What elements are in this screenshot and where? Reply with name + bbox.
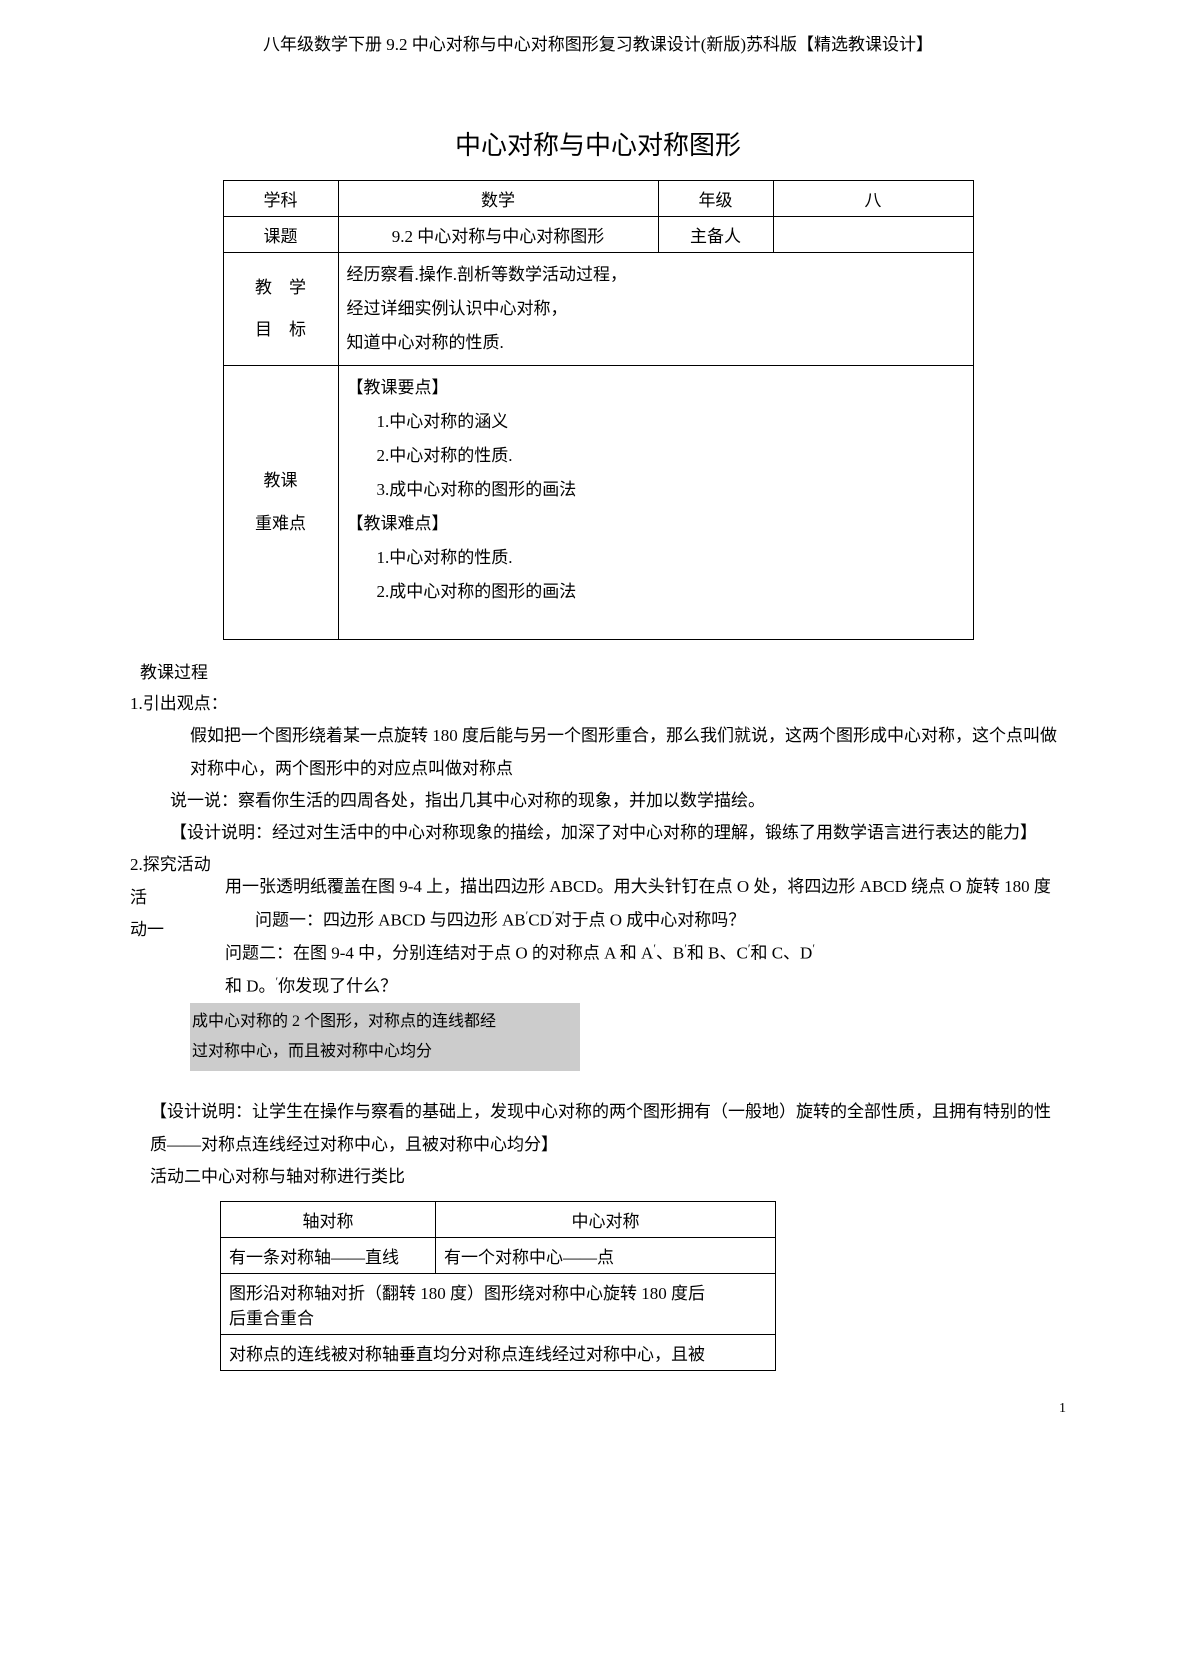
document-title: 中心对称与中心对称图形 xyxy=(130,125,1066,162)
diff-label-2: 重难点 xyxy=(232,503,330,546)
diff-label-1: 教课 xyxy=(232,460,330,503)
q2-d: 和 C、D xyxy=(750,943,812,962)
compare-r2: 图形沿对称轴对折（翻转 180 度）图形绕对称中心旋转 180 度后后重合重合 xyxy=(221,1274,776,1335)
goal-line3: 知道中心对称的性质. xyxy=(347,326,965,360)
q2-f: 你发现了什么？ xyxy=(278,976,397,995)
q2-b: 、B xyxy=(656,943,684,962)
diff-k1: 1.中心对称的涵义 xyxy=(377,405,965,439)
section-2-sub: 动一 xyxy=(130,914,225,946)
highlight-line2: 过对称中心，而且被对称中心均分 xyxy=(192,1037,578,1067)
goal-line2: 经过详细实例认识中心对称， xyxy=(347,292,965,326)
section-1-title: 1.引出观点： xyxy=(130,688,1066,720)
activity-2-title: 活动二中心对称与轴对称进行类比 xyxy=(150,1161,1066,1193)
compare-r1c2: 有一个对称中心——点 xyxy=(436,1238,776,1274)
section-1-p1: 假如把一个图形绕着某一点旋转 180 度后能与另一个图形重合，那么我们就说，这两… xyxy=(190,720,1066,785)
subject-value: 数学 xyxy=(338,181,658,217)
compare-h1: 轴对称 xyxy=(221,1202,436,1238)
q2-a: 问题二：在图 9-4 中，分别连结对于点 O 的对称点 A 和 A xyxy=(225,943,653,962)
topic-value: 9.2 中心对称与中心对称图形 xyxy=(338,217,658,253)
compare-r3c1: 对称点的连线被对称轴垂直均分 xyxy=(229,1345,467,1364)
diff-k3: 3.成中心对称的图形的画法 xyxy=(377,473,965,507)
compare-r3c2: 对称点连线经过对称中心，且被 xyxy=(467,1345,705,1364)
page-number: 1 xyxy=(1059,1401,1066,1417)
q2-e: 和 D。 xyxy=(225,976,276,995)
q1-b: CD xyxy=(528,910,552,929)
difficulty-label: 教课 重难点 xyxy=(223,366,338,640)
difficulty-content: 【教课要点】 1.中心对称的涵义 2.中心对称的性质. 3.成中心对称的图形的画… xyxy=(338,366,973,640)
diff-d2: 2.成中心对称的图形的画法 xyxy=(377,575,965,609)
document-header: 八年级数学下册 9.2 中心对称与中心对称图形复习教课设计(新版)苏科版【精选教… xyxy=(130,30,1066,55)
section-2-q2: 问题二：在图 9-4 中，分别连结对于点 O 的对称点 A 和 A′、B′和 B… xyxy=(225,937,1066,970)
diff-k2: 2.中心对称的性质. xyxy=(377,439,965,473)
q2-c: 和 B、C xyxy=(687,943,748,962)
lesson-info-table: 学科 数学 年级 八 课题 9.2 中心对称与中心对称图形 主备人 教 学 目 … xyxy=(223,180,974,640)
highlight-line1: 成中心对称的 2 个图形，对称点的连线都经 xyxy=(192,1007,578,1037)
grade-label: 年级 xyxy=(658,181,773,217)
highlight-box: 成中心对称的 2 个图形，对称点的连线都经 过对称中心，而且被对称中心均分 xyxy=(190,1003,580,1072)
compare-h2: 中心对称 xyxy=(436,1202,776,1238)
process-title: 教课过程 xyxy=(140,658,1066,683)
section-2-p1: 用一张透明纸覆盖在图 9-4 上，描出四边形 ABCD。用大头针钉在点 O 处，… xyxy=(225,871,1066,903)
preparer-value xyxy=(773,217,973,253)
q1-a: 问题一：四边形 ABCD 与四边形 AB xyxy=(255,910,526,929)
section-2-q2b: 和 D。′你发现了什么？ xyxy=(225,970,1066,1003)
subject-label: 学科 xyxy=(223,181,338,217)
diff-hardpoints-header: 【教课难点】 xyxy=(347,507,965,541)
section-2-q1: 问题一：四边形 ABCD 与四边形 AB′CD′对于点 O 成中心对称吗？ xyxy=(255,904,1066,937)
section-1-p2: 说一说：察看你生活的四周各处，指出几其中心对称的现象，并加以数学描绘。 xyxy=(170,785,1066,817)
goal-line1: 经历察看.操作.剖析等数学活动过程， xyxy=(347,258,965,292)
goal-label-2: 目 标 xyxy=(232,309,330,352)
grade-value: 八 xyxy=(773,181,973,217)
goal-label: 教 学 目 标 xyxy=(223,253,338,366)
goal-content: 经历察看.操作.剖析等数学活动过程， 经过详细实例认识中心对称， 知道中心对称的… xyxy=(338,253,973,366)
preparer-label: 主备人 xyxy=(658,217,773,253)
q1-c: 对于点 O 成中心对称吗？ xyxy=(554,910,745,929)
section-1-p3: 【设计说明：经过对生活中的中心对称现象的描绘，加深了对中心对称的理解，锻练了用数… xyxy=(170,817,1066,849)
diff-d1: 1.中心对称的性质. xyxy=(377,541,965,575)
compare-r1c1: 有一条对称轴——直线 xyxy=(221,1238,436,1274)
compare-table: 轴对称 中心对称 有一条对称轴——直线 有一个对称中心——点 图形沿对称轴对折（… xyxy=(220,1201,776,1371)
goal-label-1: 教 学 xyxy=(232,267,330,310)
section-2-title: 2.探究活动活 xyxy=(130,849,225,914)
section-2-design: 【设计说明：让学生在操作与察看的基础上，发现中心对称的两个图形拥有（一般地）旋转… xyxy=(150,1096,1066,1161)
compare-r3: 对称点的连线被对称轴垂直均分对称点连线经过对称中心，且被 xyxy=(221,1335,776,1371)
topic-label: 课题 xyxy=(223,217,338,253)
diff-keypoints-header: 【教课要点】 xyxy=(347,371,965,405)
